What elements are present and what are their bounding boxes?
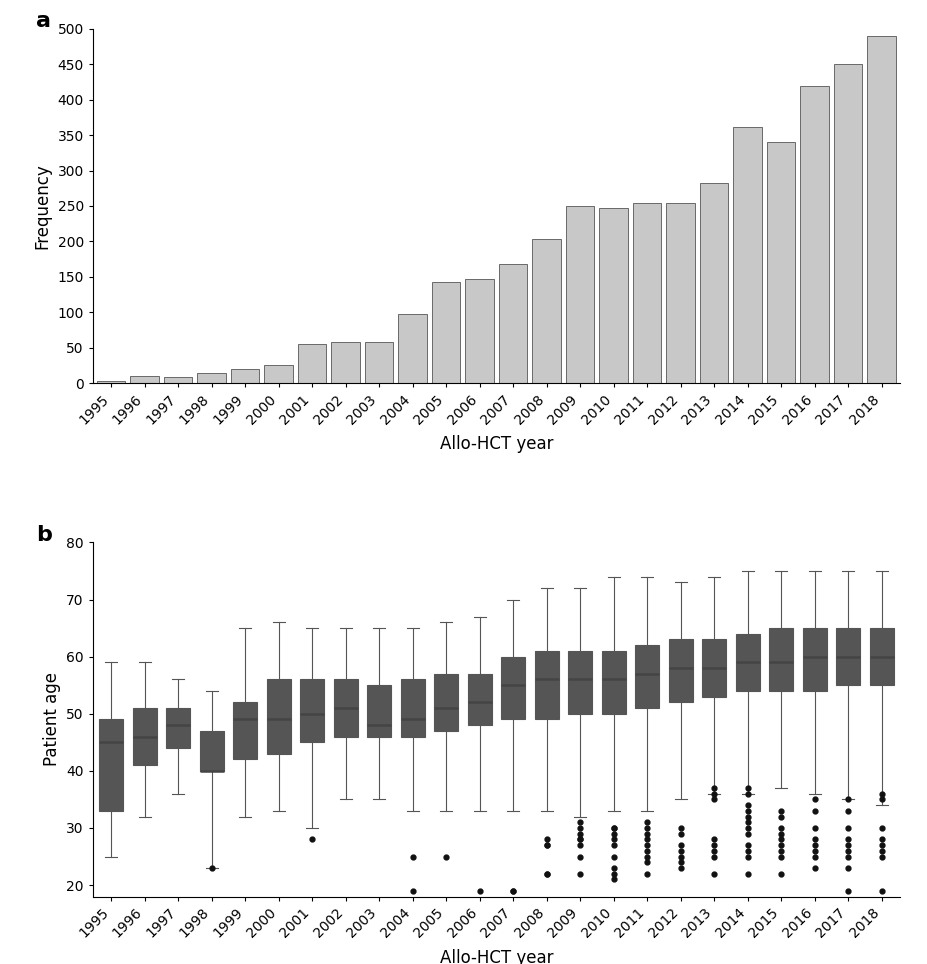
Bar <box>732 126 761 383</box>
Bar <box>532 238 560 383</box>
X-axis label: Allo-HCT year: Allo-HCT year <box>439 949 552 964</box>
Bar <box>331 342 360 383</box>
Bar <box>264 365 293 383</box>
PathPatch shape <box>367 685 391 736</box>
Text: a: a <box>36 12 51 31</box>
Bar <box>97 381 125 383</box>
PathPatch shape <box>467 674 491 725</box>
Bar <box>164 377 192 383</box>
Bar <box>599 208 628 383</box>
PathPatch shape <box>501 656 525 719</box>
Bar <box>666 203 694 383</box>
PathPatch shape <box>869 629 893 685</box>
Bar <box>398 313 426 383</box>
Bar <box>833 65 861 383</box>
PathPatch shape <box>534 651 558 719</box>
Bar <box>699 182 728 383</box>
PathPatch shape <box>601 651 625 713</box>
PathPatch shape <box>99 719 123 811</box>
PathPatch shape <box>266 680 290 754</box>
Bar <box>197 373 225 383</box>
PathPatch shape <box>133 708 157 765</box>
PathPatch shape <box>166 708 190 748</box>
Bar <box>131 376 159 383</box>
PathPatch shape <box>233 703 257 760</box>
Bar <box>465 279 493 383</box>
PathPatch shape <box>735 633 759 691</box>
PathPatch shape <box>567 651 591 713</box>
Text: b: b <box>36 524 52 545</box>
Bar <box>800 86 828 383</box>
Bar <box>499 264 527 383</box>
Y-axis label: Patient age: Patient age <box>43 673 60 766</box>
PathPatch shape <box>400 680 425 736</box>
Bar <box>565 206 594 383</box>
Bar <box>767 143 794 383</box>
PathPatch shape <box>434 674 458 731</box>
PathPatch shape <box>299 680 324 742</box>
PathPatch shape <box>702 639 726 697</box>
Bar <box>632 203 661 383</box>
Bar <box>364 342 393 383</box>
PathPatch shape <box>768 629 793 691</box>
PathPatch shape <box>334 680 358 736</box>
PathPatch shape <box>668 639 692 703</box>
Bar <box>432 282 460 383</box>
PathPatch shape <box>634 645 658 708</box>
PathPatch shape <box>199 731 223 771</box>
Y-axis label: Frequency: Frequency <box>33 163 52 249</box>
Bar <box>867 36 895 383</box>
PathPatch shape <box>835 629 859 685</box>
X-axis label: Allo-HCT year: Allo-HCT year <box>439 436 552 453</box>
PathPatch shape <box>802 629 826 691</box>
Bar <box>298 344 326 383</box>
Bar <box>231 369 260 383</box>
